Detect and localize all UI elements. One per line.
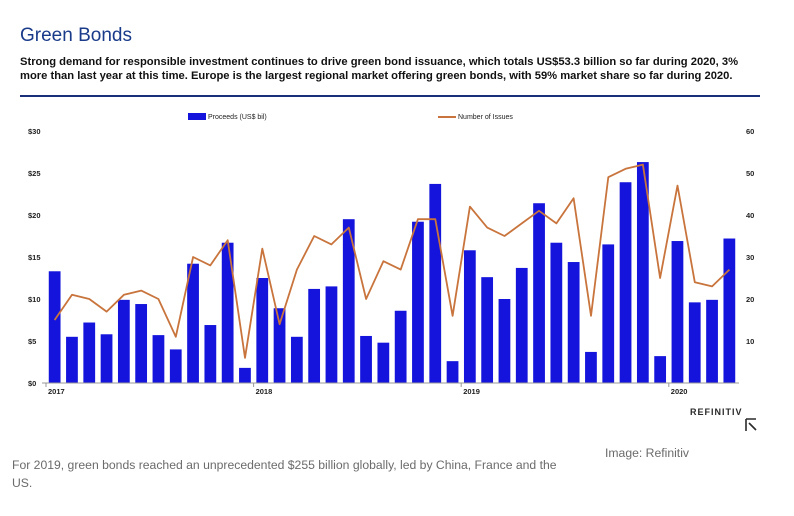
refinitiv-logo-text: REFINITIV bbox=[690, 407, 743, 417]
proceeds-bar bbox=[152, 335, 165, 383]
legend: Proceeds (US$ bil) Number of Issues bbox=[188, 113, 513, 121]
proceeds-bar bbox=[654, 356, 667, 383]
legend-bar-swatch bbox=[188, 113, 206, 120]
x-axis: 2017 2018 2019 2020 bbox=[45, 383, 688, 396]
page-subtitle: Strong demand for responsible investment… bbox=[20, 56, 739, 82]
proceeds-bar bbox=[394, 310, 407, 383]
proceeds-bar bbox=[360, 335, 372, 383]
proceeds-bar bbox=[100, 334, 113, 383]
y-tick-label: $30 bbox=[28, 127, 41, 136]
proceeds-bar bbox=[239, 367, 251, 383]
y-tick-label: $5 bbox=[28, 337, 36, 346]
image-caption: For 2019, green bonds reached an unprece… bbox=[12, 458, 557, 490]
proceeds-bar bbox=[619, 182, 632, 383]
proceeds-bar bbox=[273, 308, 286, 383]
refinitiv-logo-icon bbox=[745, 418, 757, 431]
proceeds-bar bbox=[688, 302, 701, 383]
green-bonds-chart: Proceeds (US$ bil) Number of Issues $0 $5… bbox=[28, 113, 754, 396]
proceeds-bar bbox=[83, 322, 96, 383]
y2-tick-label: 40 bbox=[746, 211, 754, 220]
legend-bar-label: Proceeds (US$ bil) bbox=[208, 114, 267, 121]
proceeds-bar bbox=[204, 325, 217, 383]
y2-tick-label: 10 bbox=[746, 337, 754, 346]
issues-line bbox=[53, 163, 731, 359]
legend-line-label: Number of Issues bbox=[458, 114, 513, 121]
y-axis-right: 10 20 30 40 50 60 bbox=[746, 127, 754, 346]
y-axis-left: $0 $5 $10 $15 $20 $25 $30 bbox=[28, 127, 41, 388]
y-tick-label: $25 bbox=[28, 169, 41, 178]
y-tick-label: $0 bbox=[28, 379, 36, 388]
y2-tick-label: 50 bbox=[746, 169, 754, 178]
y2-tick-label: 30 bbox=[746, 253, 754, 262]
x-tick-label: 2017 bbox=[48, 387, 65, 396]
header-divider bbox=[20, 95, 760, 97]
y-tick-label: $10 bbox=[28, 295, 41, 304]
proceeds-bar bbox=[585, 351, 597, 383]
proceeds-bar bbox=[66, 336, 78, 383]
y-tick-label: $15 bbox=[28, 253, 41, 262]
proceeds-bar bbox=[498, 299, 511, 383]
proceeds-bar bbox=[515, 267, 528, 383]
image-credit: Image: Refinitiv bbox=[605, 446, 689, 460]
x-tick-label: 2020 bbox=[671, 387, 688, 396]
x-tick-label: 2018 bbox=[256, 387, 273, 396]
proceeds-bar bbox=[169, 349, 182, 383]
proceeds-bar bbox=[135, 304, 148, 383]
proceeds-bar bbox=[463, 250, 476, 383]
proceeds-bar bbox=[187, 263, 199, 383]
proceeds-bar bbox=[342, 219, 355, 383]
proceeds-bar bbox=[325, 286, 338, 383]
page-title: Green Bonds bbox=[20, 25, 132, 46]
proceeds-bar bbox=[723, 238, 736, 383]
proceeds-bar bbox=[671, 241, 684, 383]
proceeds-bar bbox=[256, 278, 269, 383]
proceeds-bar bbox=[602, 244, 615, 383]
proceeds-bar bbox=[533, 203, 545, 383]
proceeds-bar bbox=[706, 299, 718, 383]
proceeds-bar bbox=[290, 336, 303, 383]
proceeds-bar bbox=[377, 342, 390, 383]
proceeds-bar bbox=[550, 242, 563, 383]
y2-tick-label: 20 bbox=[746, 295, 754, 304]
proceeds-bar bbox=[636, 162, 649, 383]
proceeds-bar bbox=[221, 242, 234, 383]
proceeds-bar bbox=[567, 262, 580, 383]
y2-tick-label: 60 bbox=[746, 127, 754, 136]
proceeds-bar bbox=[429, 183, 442, 383]
proceeds-bar bbox=[308, 288, 321, 383]
proceeds-bar bbox=[48, 271, 61, 383]
proceeds-bar bbox=[117, 299, 130, 383]
proceeds-bars bbox=[48, 162, 736, 383]
y-tick-label: $20 bbox=[28, 211, 41, 220]
proceeds-bar bbox=[412, 221, 424, 383]
x-tick-label: 2019 bbox=[463, 387, 480, 396]
proceeds-bar bbox=[446, 361, 459, 383]
proceeds-bar bbox=[481, 277, 494, 383]
